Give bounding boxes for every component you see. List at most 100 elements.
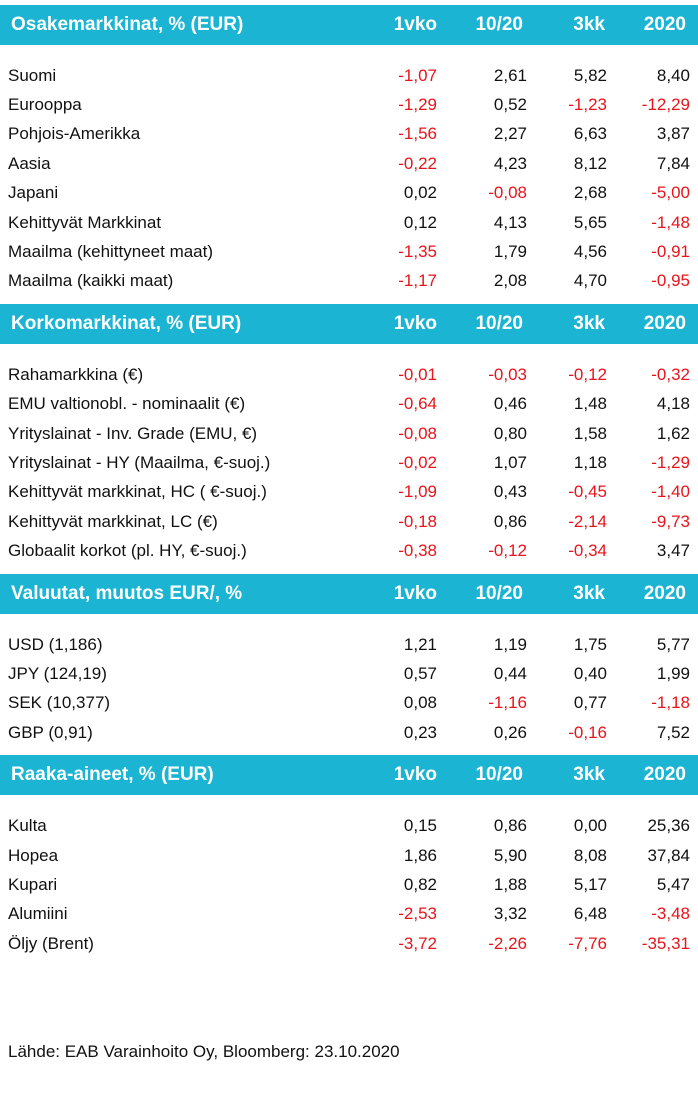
value-cell: -1,07	[398, 65, 437, 85]
section-title: Osakemarkkinat, % (EUR)	[11, 14, 244, 35]
section-header: Valuutat, muutos EUR/, % 1vko 10/20 3kk 2020	[0, 573, 698, 614]
value-cell: 37,84	[647, 845, 690, 865]
value-cell: 1,48	[573, 394, 607, 414]
row-label: USD (1,186)	[8, 634, 103, 654]
column-header: 1vko	[393, 313, 437, 335]
section-title: Korkomarkkinat, % (EUR)	[11, 313, 242, 335]
value-cell: 0,57	[403, 663, 437, 683]
value-cell: -0,08	[488, 183, 527, 203]
table-row: Kehittyvät markkinat, HC ( €-suoj.) -1,09…	[0, 478, 698, 507]
value-cell: 0,00	[573, 816, 607, 836]
table-row: SEK (10,377) 0,08 -1,16 0,77 -1,18	[0, 689, 698, 718]
table-body: Suomi -1,07 2,61 5,82 8,40 Eurooppa -1,29 0,52 -…	[0, 45, 698, 296]
value-cell: 25,36	[647, 816, 690, 836]
section-header: Raaka-aineet, % (EUR) 1vko 10/20 3kk 2020	[0, 755, 698, 796]
source-note: Lähde: EAB Varainhoito Oy, Bloomberg: 23…	[8, 1042, 400, 1061]
value-cell: 0,26	[493, 722, 527, 742]
value-cell: 1,88	[493, 874, 527, 894]
value-cell: 0,77	[573, 693, 607, 713]
column-header: 10/20	[475, 14, 523, 35]
table-row: Maailma (kaikki maat) -1,17 2,08 4,70 -0,95	[0, 267, 698, 296]
column-header: 1vko	[393, 14, 437, 35]
value-cell: 4,56	[573, 242, 607, 262]
column-header: 3kk	[573, 582, 605, 604]
value-cell: 7,84	[656, 153, 690, 173]
table-section: Osakemarkkinat, % (EUR) 1vko 10/20 3kk 2020 S…	[0, 5, 698, 296]
table-row: Japani 0,02 -0,08 2,68 -5,00	[0, 179, 698, 208]
row-label: Eurooppa	[8, 95, 82, 115]
row-label: SEK (10,377)	[8, 693, 111, 713]
value-cell: 5,65	[573, 212, 607, 232]
value-cell: -3,48	[651, 904, 690, 924]
column-header: 10/20	[475, 582, 523, 604]
value-cell: -1,40	[651, 482, 690, 502]
value-cell: 8,40	[656, 65, 690, 85]
value-cell: 5,47	[656, 874, 690, 894]
table-row: Pohjois-Amerikka -1,56 2,27 6,63 3,87	[0, 120, 698, 149]
table-section: Raaka-aineet, % (EUR) 1vko 10/20 3kk 2020 Kul…	[0, 755, 698, 958]
value-cell: -5,00	[651, 183, 690, 203]
table-row: Yrityslainat - Inv. Grade (EMU, €) -0,08 0…	[0, 419, 698, 448]
value-cell: -1,56	[398, 124, 437, 144]
value-cell: -1,35	[398, 242, 437, 262]
value-cell: 2,27	[493, 124, 527, 144]
value-cell: 0,02	[403, 183, 437, 203]
value-cell: -1,17	[398, 271, 437, 291]
row-label: Maailma (kehittyneet maat)	[8, 242, 214, 262]
value-cell: 0,44	[493, 663, 527, 683]
value-cell: 6,63	[573, 124, 607, 144]
value-cell: -0,12	[488, 541, 527, 561]
value-cell: 3,47	[656, 541, 690, 561]
value-cell: 1,19	[493, 634, 527, 654]
row-label: Kehittyvät markkinat, HC ( €-suoj.)	[8, 482, 267, 502]
value-cell: 7,52	[656, 722, 690, 742]
section-header: Korkomarkkinat, % (EUR) 1vko 10/20 3kk 2020	[0, 304, 698, 345]
value-cell: -0,08	[398, 423, 437, 443]
value-cell: 2,61	[493, 65, 527, 85]
value-cell: 1,07	[493, 452, 527, 472]
value-cell: 0,86	[493, 816, 527, 836]
table-row: Kehittyvät markkinat, LC (€) -0,18 0,86 -2,…	[0, 507, 698, 536]
section-header: Osakemarkkinat, % (EUR) 1vko 10/20 3kk 2020	[0, 5, 698, 45]
value-cell: -2,26	[488, 933, 527, 953]
row-label: Kulta	[8, 816, 47, 836]
value-cell: -9,73	[651, 511, 690, 531]
row-label: EMU valtionobl. - nominaalit (€)	[8, 394, 246, 414]
value-cell: 4,70	[573, 271, 607, 291]
value-cell: 5,82	[573, 65, 607, 85]
table-section: Valuutat, muutos EUR/, % 1vko 10/20 3kk 2020…	[0, 573, 698, 748]
value-cell: -0,34	[568, 541, 607, 561]
value-cell: 0,82	[403, 874, 437, 894]
value-cell: -1,29	[398, 95, 437, 115]
value-cell: -35,31	[641, 933, 690, 953]
value-cell: -0,95	[651, 271, 690, 291]
value-cell: -0,01	[398, 364, 437, 384]
value-cell: -1,16	[488, 693, 527, 713]
row-label: Hopea	[8, 845, 59, 865]
value-cell: -2,14	[568, 511, 607, 531]
row-label: Yrityslainat - Inv. Grade (EMU, €)	[8, 423, 258, 443]
value-cell: -1,09	[398, 482, 437, 502]
table-row: Yrityslainat - HY (Maailma, €-suoj.) -0,0…	[0, 448, 698, 477]
value-cell: -1,48	[651, 212, 690, 232]
row-label: Yrityslainat - HY (Maailma, €-suoj.)	[8, 452, 271, 472]
value-cell: 0,80	[493, 423, 527, 443]
value-cell: -1,18	[651, 693, 690, 713]
value-cell: 8,12	[573, 153, 607, 173]
value-cell: 1,62	[656, 423, 690, 443]
row-label: Globaalit korkot (pl. HY, €-suoj.)	[8, 541, 247, 561]
value-cell: -0,03	[488, 364, 527, 384]
row-label: Alumiini	[8, 904, 68, 924]
table-row: Eurooppa -1,29 0,52 -1,23 -12,29	[0, 90, 698, 119]
value-cell: 4,13	[493, 212, 527, 232]
value-cell: 1,58	[573, 423, 607, 443]
column-header: 2020	[643, 313, 686, 335]
value-cell: 0,23	[403, 722, 437, 742]
row-label: Kehittyvät Markkinat	[8, 212, 162, 232]
column-header: 10/20	[475, 764, 523, 786]
value-cell: 0,08	[403, 693, 437, 713]
value-cell: 0,43	[493, 482, 527, 502]
row-label: JPY (124,19)	[8, 663, 107, 683]
value-cell: 0,40	[573, 663, 607, 683]
value-cell: 0,15	[403, 816, 437, 836]
